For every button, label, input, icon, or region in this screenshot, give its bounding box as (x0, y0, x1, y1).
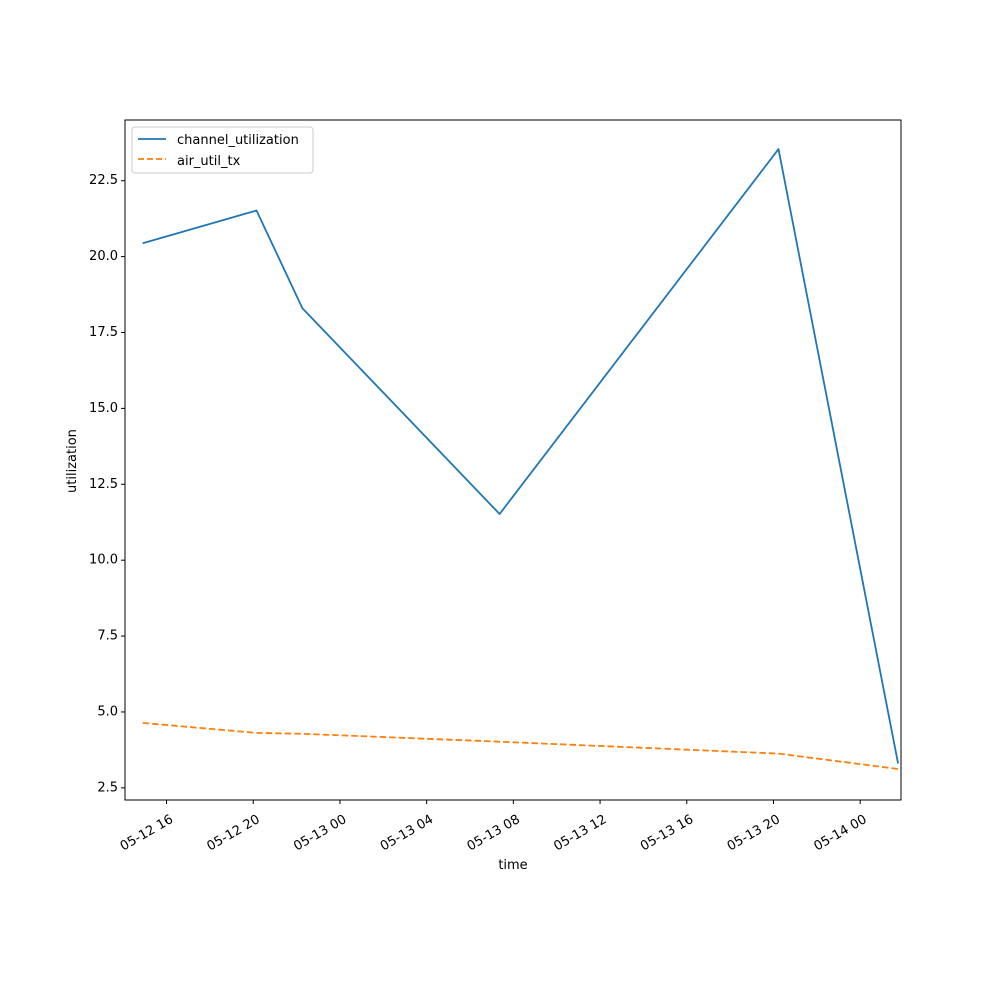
legend-box (131, 126, 314, 174)
y-tick-label: 12.5 (89, 477, 118, 492)
y-axis-label: utilization (65, 429, 80, 493)
legend-label-channel-utilization: channel_utilization (177, 133, 299, 148)
legend: channel_utilization air_util_tx (131, 126, 314, 174)
x-axis-label: time (498, 858, 527, 873)
y-tick-label: 5.0 (97, 704, 118, 719)
y-tick-label: 22.5 (89, 173, 118, 188)
legend-label-air-util-tx: air_util_tx (177, 154, 241, 169)
y-tick-label: 20.0 (89, 249, 118, 264)
y-tick-label: 2.5 (97, 780, 118, 795)
series-line-air-util-tx (142, 722, 899, 770)
series-line-channel-utilization (142, 148, 899, 764)
y-tick-label: 15.0 (89, 401, 118, 416)
y-tick-label: 10.0 (89, 553, 118, 568)
y-tick-label: 17.5 (89, 325, 118, 340)
plot-area-frame (124, 119, 902, 801)
series-layer (142, 148, 899, 770)
y-tick-label: 7.5 (97, 629, 118, 644)
